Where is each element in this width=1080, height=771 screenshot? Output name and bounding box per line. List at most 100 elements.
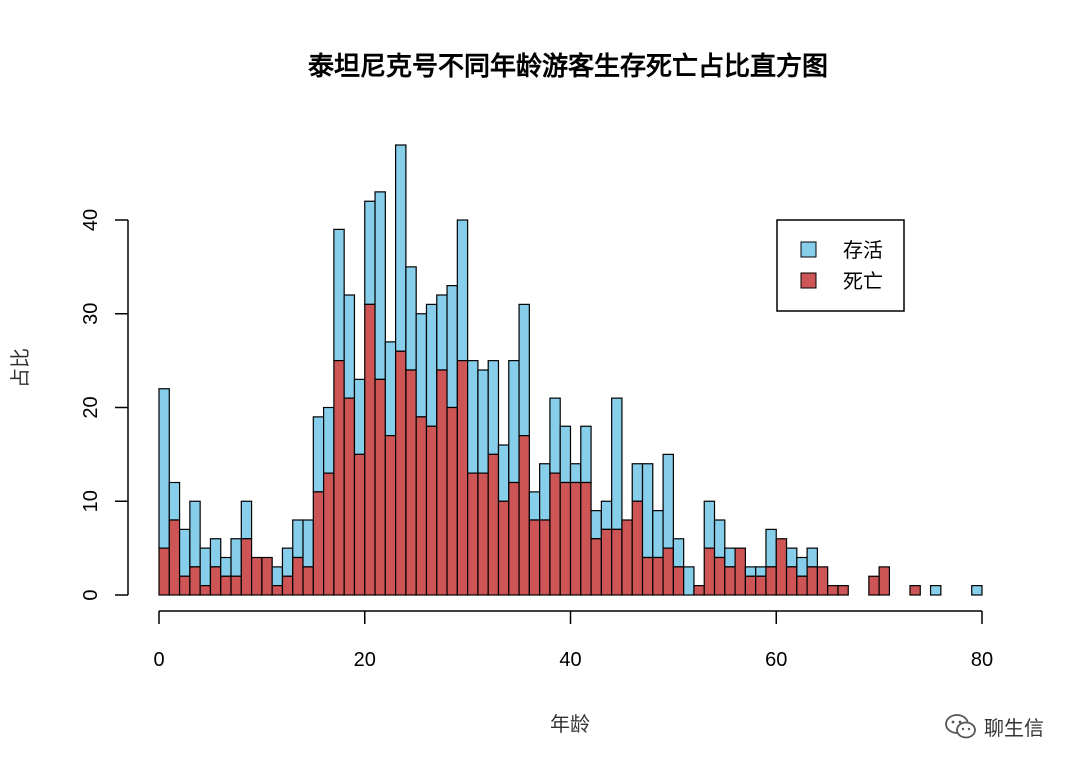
bar-survived bbox=[744, 566, 757, 577]
bar-died bbox=[364, 303, 376, 596]
bar-died bbox=[230, 575, 242, 596]
bar-died bbox=[549, 472, 561, 596]
bar-survived bbox=[559, 425, 572, 484]
bar-died bbox=[384, 435, 397, 596]
y-tick-label: 10 bbox=[80, 490, 102, 512]
bar-died bbox=[425, 425, 438, 596]
watermark-text: 聊生信 bbox=[984, 716, 1044, 740]
bar-died bbox=[796, 575, 808, 596]
bar-survived bbox=[600, 500, 613, 530]
bar-died bbox=[209, 566, 222, 596]
bar-survived bbox=[641, 463, 654, 559]
bar-died bbox=[580, 481, 592, 596]
bar-survived bbox=[580, 425, 592, 484]
bar-died bbox=[374, 378, 386, 596]
bar-died bbox=[446, 406, 458, 596]
bar-survived bbox=[487, 360, 500, 455]
bar-died bbox=[755, 575, 767, 596]
bar-died bbox=[827, 585, 839, 596]
bar-died bbox=[765, 566, 777, 596]
bar-survived bbox=[518, 303, 530, 437]
bar-survived bbox=[230, 538, 242, 577]
bar-died bbox=[497, 500, 510, 596]
x-axis-title: 年龄 bbox=[550, 712, 590, 736]
bar-survived bbox=[652, 510, 664, 559]
bar-died bbox=[250, 556, 263, 596]
bar-survived bbox=[353, 378, 366, 455]
bar-survived bbox=[755, 566, 767, 577]
bar-died bbox=[456, 360, 469, 596]
bar-survived bbox=[611, 397, 623, 530]
bar-died bbox=[312, 491, 325, 596]
legend-box bbox=[776, 219, 905, 312]
bar-died bbox=[240, 538, 253, 596]
bar-died bbox=[600, 528, 613, 596]
wechat-icon bbox=[944, 713, 978, 741]
bar-died bbox=[837, 585, 849, 596]
bar-survived bbox=[569, 463, 582, 484]
legend-label-died: 死亡 bbox=[843, 269, 883, 293]
bar-died bbox=[281, 575, 294, 596]
bar-survived bbox=[178, 528, 191, 577]
x-tick-label: 0 bbox=[153, 649, 164, 671]
x-tick-label: 40 bbox=[559, 649, 581, 671]
bar-survived bbox=[199, 547, 212, 587]
bar-survived bbox=[703, 500, 716, 549]
bar-survived bbox=[713, 519, 726, 559]
bar-died bbox=[189, 566, 201, 596]
x-tick-label: 80 bbox=[971, 649, 993, 671]
bar-survived bbox=[765, 528, 777, 568]
bar-survived bbox=[539, 463, 551, 521]
bar-died bbox=[539, 519, 551, 596]
bar-survived bbox=[209, 538, 222, 568]
bar-survived bbox=[333, 228, 345, 362]
legend: 存活 死亡 bbox=[776, 219, 905, 312]
y-tick-label: 40 bbox=[80, 209, 102, 231]
bar-survived bbox=[364, 200, 376, 305]
bar-died bbox=[467, 472, 479, 596]
bar-died bbox=[405, 369, 417, 596]
bar-died bbox=[271, 585, 284, 596]
bar-died bbox=[528, 519, 541, 596]
bar-survived bbox=[415, 313, 428, 418]
bar-survived bbox=[662, 453, 674, 549]
bar-died bbox=[168, 519, 181, 596]
bar-survived bbox=[806, 547, 818, 568]
bar-survived bbox=[343, 294, 356, 399]
bar-died bbox=[477, 472, 489, 596]
bar-died bbox=[199, 585, 212, 596]
bar-died bbox=[662, 547, 674, 596]
bar-died bbox=[559, 481, 572, 596]
bar-died bbox=[734, 547, 746, 596]
chart-title: 泰坦尼克号不同年龄游客生存死亡占比直方图 bbox=[308, 51, 828, 82]
x-ticks: 0 20 40 60 80 bbox=[153, 611, 993, 671]
bar-died bbox=[395, 350, 407, 596]
bar-died bbox=[178, 575, 191, 596]
bar-survived bbox=[292, 519, 304, 559]
bar-died bbox=[693, 585, 705, 596]
bar-survived bbox=[971, 585, 983, 596]
bar-died bbox=[415, 416, 428, 596]
bar-survived bbox=[477, 369, 489, 474]
bar-died bbox=[292, 556, 304, 596]
bar-survived bbox=[467, 360, 479, 474]
bar-died bbox=[878, 566, 891, 596]
bar-survived bbox=[323, 406, 335, 474]
bar-died bbox=[672, 566, 685, 596]
bar-died bbox=[775, 538, 788, 596]
bar-died bbox=[353, 453, 366, 596]
bar-died bbox=[868, 575, 880, 596]
bar-survived bbox=[590, 510, 602, 540]
bar-died bbox=[261, 556, 273, 596]
y-axis-title: 占比 bbox=[8, 348, 32, 388]
bar-died bbox=[703, 547, 716, 596]
bar-survived bbox=[549, 397, 561, 474]
bar-died bbox=[343, 397, 356, 596]
bar-survived bbox=[436, 294, 448, 371]
bar-survived bbox=[446, 285, 458, 409]
x-tick-label: 20 bbox=[354, 649, 376, 671]
bar-died bbox=[518, 435, 530, 596]
bar-survived bbox=[528, 491, 541, 521]
y-tick-label: 30 bbox=[80, 303, 102, 325]
